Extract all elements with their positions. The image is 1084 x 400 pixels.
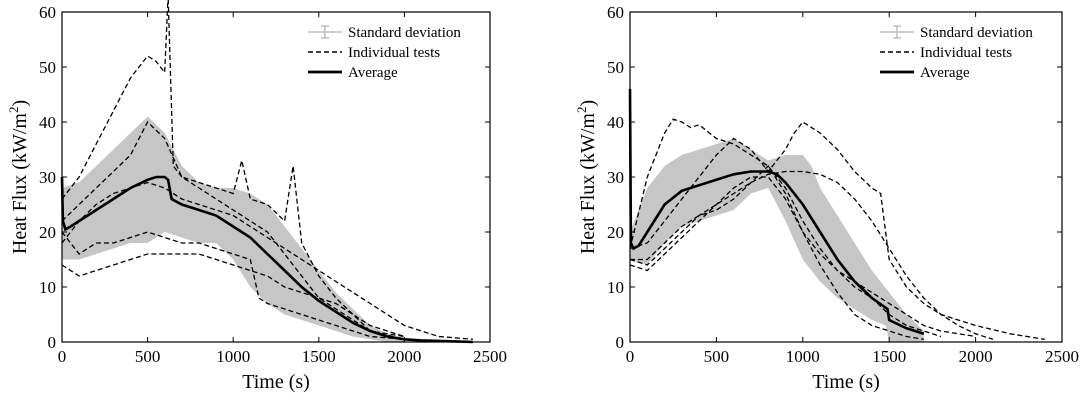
y-axis-label-main: Heat Flux (kW/m xyxy=(577,113,599,255)
y-tick-label: 50 xyxy=(607,58,624,77)
x-tick-label: 0 xyxy=(58,347,67,366)
x-axis-label: Time (s) xyxy=(812,371,880,393)
individual-test-line-2 xyxy=(629,121,1045,340)
x-tick-label: 1000 xyxy=(216,347,250,366)
x-tick-label: 500 xyxy=(704,347,730,366)
individual-test-line-3 xyxy=(630,164,924,340)
std-deviation-band xyxy=(62,116,405,342)
legend-label-average: Average xyxy=(920,65,970,81)
x-tick-label: 0 xyxy=(626,347,635,366)
average-line xyxy=(628,88,925,336)
y-tick-label: 0 xyxy=(48,333,57,352)
y-tick-label: 30 xyxy=(607,168,624,187)
y-axis-label-superscript: 2 xyxy=(574,107,589,114)
legend-label-std: Standard deviation xyxy=(920,25,1033,41)
std-deviation-band xyxy=(630,138,924,342)
y-tick-label: 20 xyxy=(39,223,56,242)
y-axis-label-close: ) xyxy=(577,100,599,107)
legend-label-average: Average xyxy=(348,65,398,81)
y-tick-label: 20 xyxy=(607,223,624,242)
y-tick-label: 0 xyxy=(616,333,625,352)
individual-test-line-2 xyxy=(61,120,405,340)
individual-test-line-5 xyxy=(629,176,976,338)
y-axis-label-close: ) xyxy=(9,100,31,107)
x-tick-label: 500 xyxy=(135,347,161,366)
legend: Standard deviation Individual tests Averag… xyxy=(880,25,1033,81)
x-tick-label: 2500 xyxy=(473,347,507,366)
chart-panel-left: 0 500 1000 1500 2000 2500 0 10 20 30 40 50 60 Time (s… xyxy=(6,0,507,393)
x-tick-label: 2000 xyxy=(387,347,421,366)
x-axis-label: Time (s) xyxy=(242,371,310,393)
x-tick-label: 2500 xyxy=(1045,347,1079,366)
x-tick-label: 1500 xyxy=(872,347,906,366)
legend-label-std: Standard deviation xyxy=(348,25,461,41)
y-axis-label-main: Heat Flux (kW/m xyxy=(9,113,31,255)
y-tick-label: 40 xyxy=(607,113,624,132)
individual-test-line-4 xyxy=(61,253,405,338)
y-tick-label: 50 xyxy=(39,58,56,77)
individual-test-line-5 xyxy=(61,181,473,340)
y-tick-label: 10 xyxy=(607,278,624,297)
x-tick-label: 1500 xyxy=(302,347,336,366)
y-tick-label: 30 xyxy=(39,168,56,187)
average-line xyxy=(60,175,473,344)
y-axis-label: Heat Flux (kW/m2) xyxy=(574,100,599,254)
legend: Standard deviation Individual tests Averag… xyxy=(308,25,461,81)
y-axis-label: Heat Flux (kW/m2) xyxy=(6,100,31,254)
y-tick-label: 60 xyxy=(39,3,56,22)
individual-test-line-1 xyxy=(61,0,405,338)
x-tick-label: 1000 xyxy=(786,347,820,366)
chart-panel-right: 0 500 1000 1500 2000 2500 0 10 20 30 40 50 60 Time (s… xyxy=(574,3,1079,393)
y-tick-label: 10 xyxy=(39,278,56,297)
individual-test-line-3 xyxy=(61,231,405,340)
y-tick-label: 40 xyxy=(39,113,56,132)
y-tick-label: 60 xyxy=(607,3,624,22)
legend-label-individual: Individual tests xyxy=(348,45,440,61)
legend-label-individual: Individual tests xyxy=(920,45,1012,61)
x-tick-label: 2000 xyxy=(959,347,993,366)
y-axis-label-superscript: 2 xyxy=(6,107,21,114)
